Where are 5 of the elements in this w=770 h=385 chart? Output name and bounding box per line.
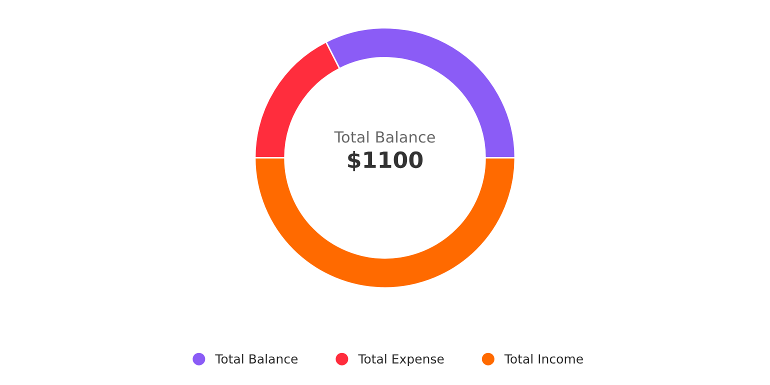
legend-label: Total Balance [215,354,298,364]
text: Total Balance [334,130,435,143]
legend-label: Total Expense [358,354,444,366]
legend-label: Total Income [504,354,583,364]
text: $1100 [348,151,423,172]
